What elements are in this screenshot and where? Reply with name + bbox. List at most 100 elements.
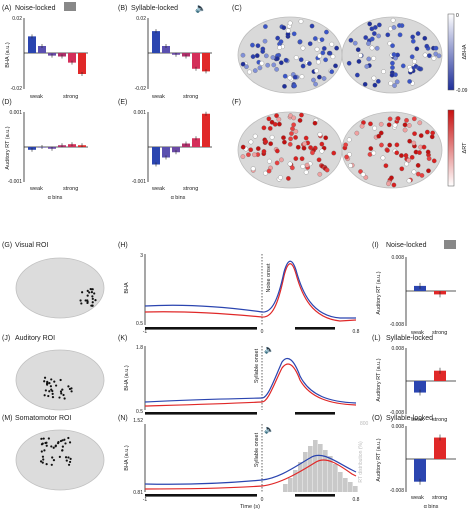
electrode-dot bbox=[240, 144, 246, 150]
panel-k-ylabel: BHA (a.u.) bbox=[124, 365, 130, 391]
electrode-dot bbox=[354, 130, 360, 136]
panel-o-weak: weak bbox=[410, 495, 424, 501]
electrode-dot bbox=[267, 126, 273, 131]
electrode-dot bbox=[399, 166, 405, 172]
electrode-dot bbox=[406, 178, 412, 184]
roi-electrode bbox=[90, 288, 93, 291]
roi-electrode bbox=[69, 457, 72, 460]
electrode-dot bbox=[281, 25, 287, 31]
electrode-dot bbox=[265, 62, 271, 68]
electrode-dot bbox=[293, 129, 299, 134]
electrode-dot bbox=[250, 42, 255, 48]
roi-electrode bbox=[79, 299, 82, 302]
panel-a-title: Noise-locked bbox=[15, 5, 56, 12]
electrode-dot bbox=[261, 149, 267, 154]
brain-left-f bbox=[237, 111, 343, 189]
electrode-dot bbox=[319, 37, 325, 43]
electrode-dot bbox=[414, 46, 420, 52]
electrode-dot bbox=[379, 142, 384, 148]
roi-electrode bbox=[86, 294, 89, 297]
panel-a-ymin: -0.02 bbox=[11, 86, 23, 92]
electrode-dot bbox=[312, 120, 318, 126]
somatomotor-roi-electrodes bbox=[39, 436, 72, 466]
electrode-dot bbox=[319, 148, 325, 154]
electrode-dot bbox=[314, 68, 319, 74]
panel-e-bars bbox=[152, 111, 210, 167]
electrode-dot bbox=[372, 125, 377, 131]
electrode-dot bbox=[277, 45, 283, 50]
electrode-dot bbox=[364, 64, 370, 69]
panel-o-bars bbox=[414, 434, 446, 485]
roi-electrode bbox=[93, 292, 96, 295]
rt-histogram-bar bbox=[353, 486, 358, 492]
roi-electrode bbox=[51, 389, 54, 393]
electrode-dot bbox=[285, 28, 291, 34]
panel-o-strong: strong bbox=[432, 495, 447, 501]
electrode-dot bbox=[278, 39, 284, 45]
electrode-dot bbox=[247, 69, 252, 75]
panel-i-weak: weak bbox=[410, 330, 424, 336]
roi-electrode bbox=[59, 439, 63, 443]
roi-electrode bbox=[91, 297, 94, 300]
panel-label-n: (N) bbox=[118, 415, 128, 422]
electrode-dot bbox=[333, 63, 338, 69]
brain-somatomotor-roi bbox=[15, 429, 105, 491]
electrode-dot bbox=[343, 142, 349, 148]
electrode-dot bbox=[299, 156, 305, 162]
rt-histogram-bar bbox=[293, 470, 298, 492]
panel-label-l: (L) bbox=[372, 335, 381, 342]
electrode-dot bbox=[303, 135, 309, 141]
roi-electrode bbox=[86, 289, 89, 292]
rt-histogram-bar bbox=[298, 462, 303, 492]
panel-i-ylabel: Auditory RT (a.u.) bbox=[376, 271, 382, 314]
roi-electrode bbox=[40, 443, 44, 446]
electrode-dot bbox=[360, 172, 366, 177]
electrode-dot bbox=[319, 141, 325, 147]
roi-electrode bbox=[62, 393, 65, 397]
roi-electrode bbox=[90, 291, 94, 294]
electrode-dot bbox=[250, 166, 256, 172]
electrode-dot bbox=[263, 139, 269, 145]
electrode-dot bbox=[292, 83, 297, 89]
electrode-dot bbox=[330, 54, 336, 60]
electrode-dot bbox=[248, 147, 254, 153]
roi-electrode bbox=[43, 394, 46, 397]
bar bbox=[192, 138, 200, 147]
electrode-dot bbox=[400, 63, 406, 69]
roi-electrode bbox=[51, 456, 54, 459]
electrode-dot bbox=[255, 146, 261, 151]
roi-electrode bbox=[50, 378, 53, 381]
panel-i-strong: strong bbox=[432, 330, 447, 336]
electrode-dot bbox=[299, 74, 305, 80]
electrode-dot bbox=[378, 130, 384, 136]
electrode-dot bbox=[268, 141, 274, 147]
bar bbox=[434, 437, 446, 459]
electrode-dot bbox=[282, 139, 287, 145]
electrode-dot bbox=[317, 132, 323, 137]
panel-label-a: (A) bbox=[2, 5, 11, 12]
electrode-dot bbox=[366, 41, 371, 46]
electrode-dot bbox=[310, 150, 315, 156]
electrode-dot bbox=[419, 173, 425, 178]
electrode-dot bbox=[312, 36, 318, 41]
roi-electrode bbox=[51, 396, 55, 399]
electrode-dot bbox=[391, 25, 397, 30]
roi-electrode bbox=[61, 445, 64, 448]
electrode-dot bbox=[417, 66, 423, 72]
roi-electrode bbox=[47, 437, 50, 440]
roi-electrode bbox=[70, 390, 73, 393]
roi-electrode bbox=[63, 438, 66, 441]
bar bbox=[152, 31, 160, 53]
electrode-dot bbox=[329, 41, 335, 47]
visual-roi-electrodes bbox=[79, 287, 97, 307]
panel-l-ylabel: Auditory RT (a.u.) bbox=[376, 358, 382, 401]
electrode-dot bbox=[389, 175, 394, 181]
rt-histogram-bar bbox=[348, 482, 353, 492]
panel-e-strong: strong bbox=[183, 186, 198, 192]
panel-o-ymax: 0.008 bbox=[391, 424, 404, 430]
roi-electrode bbox=[67, 456, 70, 459]
electrode-dot bbox=[431, 56, 437, 61]
auditory-roi-electrodes bbox=[43, 376, 73, 400]
panel-d-ymin: -0.001 bbox=[8, 179, 22, 185]
electrode-dot bbox=[369, 26, 375, 32]
